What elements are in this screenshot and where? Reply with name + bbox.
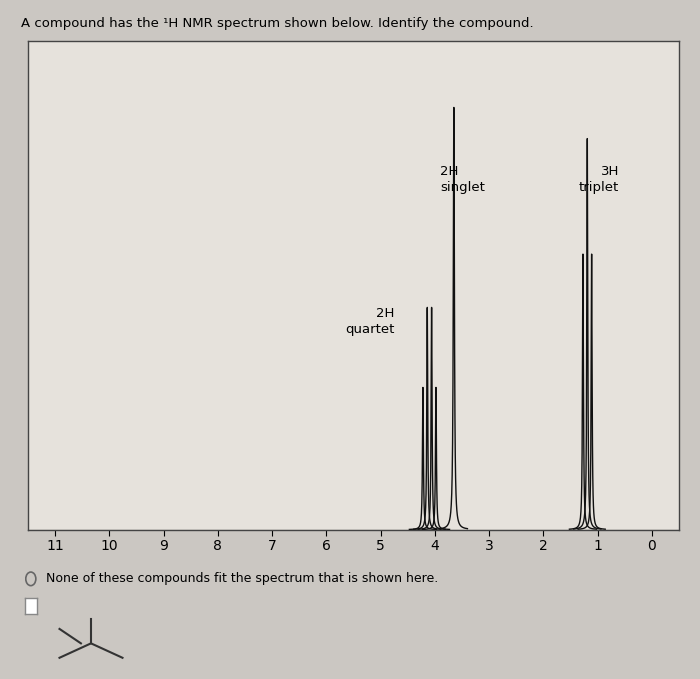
Text: 2H
singlet: 2H singlet — [440, 165, 485, 194]
Text: 3H
triplet: 3H triplet — [579, 165, 620, 194]
Text: 2H
quartet: 2H quartet — [345, 308, 394, 336]
Text: A compound has the ¹H NMR spectrum shown below. Identify the compound.: A compound has the ¹H NMR spectrum shown… — [21, 17, 533, 30]
Text: None of these compounds fit the spectrum that is shown here.: None of these compounds fit the spectrum… — [46, 572, 438, 585]
